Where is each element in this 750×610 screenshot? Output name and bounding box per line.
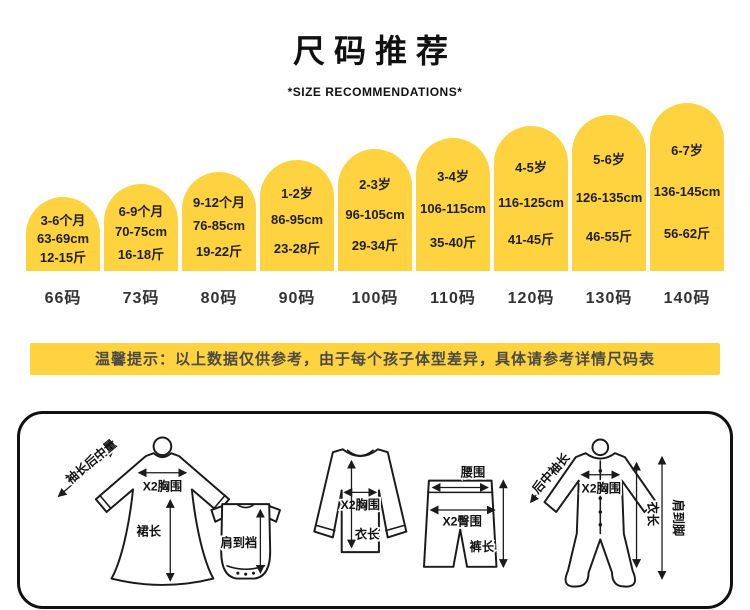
size-arch: 4-5岁 116-125cm 41-45斤 xyxy=(494,126,568,271)
pants-outline xyxy=(423,479,498,568)
age-range: 2-3岁 xyxy=(359,177,391,193)
height-range: 76-85cm xyxy=(192,218,246,233)
size-column: 3-4岁 106-115cm 35-40斤 110码 xyxy=(416,103,490,309)
size-column: 5-6岁 126-135cm 46-55斤 130码 xyxy=(572,103,646,309)
age-range: 3-4岁 xyxy=(437,169,469,184)
height-range: 86-95cm xyxy=(270,212,324,227)
back-sleeve-arrow xyxy=(529,456,567,504)
weight-range: 35-40斤 xyxy=(429,235,477,250)
weight-range: 46-55斤 xyxy=(585,229,633,245)
age-range: 5-6岁 xyxy=(593,151,625,167)
snap-button xyxy=(236,571,240,575)
size-arch: 6-9个月 70-75cm 16-18斤 xyxy=(104,184,178,271)
size-code: 110码 xyxy=(430,290,476,307)
snap-button xyxy=(598,482,603,487)
size-arch: 9-12个月 76-85cm 19-22斤 xyxy=(182,172,256,271)
weight-range: 41-45斤 xyxy=(507,232,555,247)
size-column: 4-5岁 116-125cm 41-45斤 120码 xyxy=(494,103,568,309)
size-code: 140码 xyxy=(663,290,711,307)
size-arch: 6-7岁 136-145cm 56-62斤 xyxy=(650,103,724,271)
size-column: 3-6个月 63-69cm 12-15斤 66码 xyxy=(26,103,100,309)
romper-length-label: 衣长 xyxy=(645,502,660,527)
romper-group: 后中袖长 X2胸围 衣长 肩到脚 xyxy=(527,438,687,588)
size-chart: 3-6个月 63-69cm 12-15斤 66码 6-9个月 70-75cm 1… xyxy=(0,103,750,309)
measurement-diagram: 袖长后中量 X2胸围 裙长 肩到裆 X2胸围 衣长 xyxy=(17,411,733,609)
size-arch: 5-6岁 126-135cm 46-55斤 xyxy=(572,115,646,271)
size-code: 100码 xyxy=(351,290,399,307)
height-range: 106-115cm xyxy=(420,201,486,216)
age-range: 9-12个月 xyxy=(192,194,246,210)
sleeve-length-label: 袖长后中量 xyxy=(63,436,120,487)
shoulder-foot-label: 肩到脚 xyxy=(671,499,686,536)
age-range: 1-2岁 xyxy=(281,185,313,201)
age-range: 6-9个月 xyxy=(118,203,164,219)
sleeve-length-arrow xyxy=(57,448,115,498)
snap-button xyxy=(251,571,256,575)
shoulder-crotch-label: 肩到裆 xyxy=(220,535,257,550)
size-arch: 1-2岁 86-95cm 23-28斤 xyxy=(260,160,334,271)
dress-cuff-seam xyxy=(213,494,226,509)
pants-length-label: 裤长 xyxy=(470,539,495,554)
dress-neckline xyxy=(152,436,173,457)
garment-diagram-svg: 袖长后中量 X2胸围 裙长 肩到裆 X2胸围 衣长 xyxy=(57,434,687,588)
size-column: 6-7岁 136-145cm 56-62斤 140码 xyxy=(650,103,724,309)
pants-group: 腰围 X2臀围 裤长 xyxy=(423,463,508,569)
size-code: 130码 xyxy=(585,290,633,307)
size-code: 66码 xyxy=(44,290,82,307)
shirt-length-label: 衣长 xyxy=(355,526,380,541)
page-subtitle: *SIZE RECOMMENDATIONS* xyxy=(287,85,463,99)
size-arch: 2-3岁 96-105cm 29-34斤 xyxy=(338,149,412,271)
height-range: 126-135cm xyxy=(575,189,643,205)
size-column: 6-9个月 70-75cm 16-18斤 73码 xyxy=(104,103,178,309)
chest-label: X2胸围 xyxy=(143,478,182,493)
height-range: 116-125cm xyxy=(498,195,564,210)
dress-outline xyxy=(94,452,231,586)
bodysuit-neck-seam xyxy=(236,503,256,509)
shirt-group: X2胸围 衣长 xyxy=(313,448,408,554)
weight-range: 56-62斤 xyxy=(663,226,711,242)
weight-range: 19-22斤 xyxy=(195,243,243,259)
dress-and-bodysuit-group: 袖长后中量 X2胸围 裙长 肩到裆 xyxy=(57,434,281,586)
shirt-outline xyxy=(313,448,408,554)
size-column: 2-3岁 96-105cm 29-34斤 100码 xyxy=(338,103,412,309)
snap-button xyxy=(598,522,603,527)
size-code: 73码 xyxy=(122,290,160,307)
weight-range: 23-28斤 xyxy=(273,240,321,256)
age-range: 3-6个月 xyxy=(40,213,86,229)
size-column: 1-2岁 86-95cm 23-28斤 90码 xyxy=(260,103,334,309)
waist-label: 腰围 xyxy=(460,465,485,480)
romper-neckline xyxy=(591,438,610,457)
shirt-cuff-seam xyxy=(316,524,336,532)
dress-cuff-seam xyxy=(98,494,112,509)
shirt-collar-seam xyxy=(346,449,374,457)
page-title: 尺码推荐 xyxy=(292,33,457,69)
shirt-cuff-seam xyxy=(384,524,405,532)
size-code: 90码 xyxy=(278,290,316,307)
age-range: 4-5岁 xyxy=(515,160,547,175)
chest-label: X2胸围 xyxy=(341,497,380,512)
size-code: 120码 xyxy=(507,290,555,307)
height-range: 70-75cm xyxy=(114,224,168,239)
size-arch: 3-6个月 63-69cm 12-15斤 xyxy=(26,197,100,271)
skirt-length-label: 裙长 xyxy=(136,523,161,538)
weight-range: 16-18斤 xyxy=(117,246,165,262)
snap-button xyxy=(598,469,603,473)
weight-range: 12-15斤 xyxy=(39,249,87,265)
age-range: 6-7岁 xyxy=(671,142,703,158)
size-code: 80码 xyxy=(200,290,238,307)
size-arch: 3-4岁 106-115cm 35-40斤 xyxy=(416,138,490,271)
height-range: 136-145cm xyxy=(653,183,721,199)
height-range: 63-69cm xyxy=(36,230,90,246)
snap-button xyxy=(598,510,603,514)
weight-range: 29-34斤 xyxy=(351,237,399,253)
notice-banner: 温馨提示：以上数据仅供参考，由于每个孩子体型差异，具体请参考详情尺码表 xyxy=(30,343,720,375)
height-range: 96-105cm xyxy=(345,206,405,222)
snap-button xyxy=(598,496,603,501)
hip-label: X2臀围 xyxy=(442,514,481,529)
snap-button xyxy=(244,572,248,576)
chest-label: X2胸围 xyxy=(582,480,621,495)
size-column: 9-12个月 76-85cm 19-22斤 80码 xyxy=(182,103,256,309)
